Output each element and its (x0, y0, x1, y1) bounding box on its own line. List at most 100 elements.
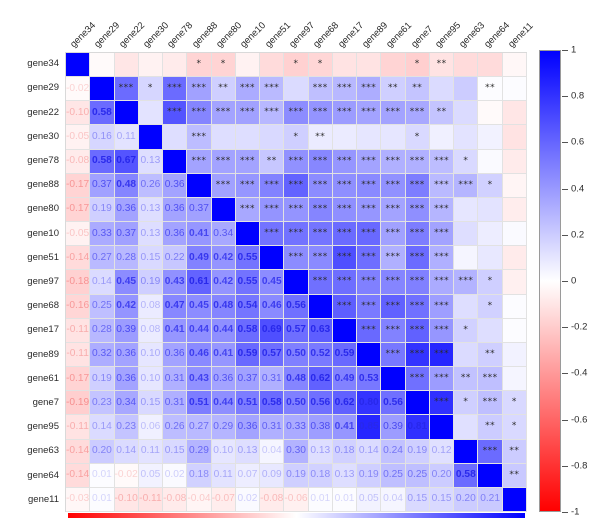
significance-stars: *** (312, 83, 328, 94)
cell-value: -0.17 (66, 179, 90, 191)
matrix-cell-gene89-gene88: 0.46 (187, 342, 212, 368)
cell-value: 0.46 (261, 300, 282, 312)
cell-value: -0.02 (114, 469, 138, 481)
colorbar: 1 0.8 0.6 0.4 0.2 0 -0.2 -0.4 -0.6 -0.8 -1 (539, 45, 587, 518)
significance-stars: * (196, 59, 202, 70)
matrix-cell-gene61-gene78: 0.31 (163, 367, 188, 392)
matrix-cell-gene29-gene61: ** (381, 77, 406, 102)
significance-stars: ** (509, 445, 520, 456)
colorbar-tick (562, 373, 568, 375)
matrix-cell-gene80-gene63 (454, 197, 479, 223)
row-label-gene34: gene34 (27, 58, 59, 70)
matrix-cell-gene68-gene22: 0.42 (114, 294, 139, 319)
matrix-cell-gene11-gene11: 1.00 (502, 487, 527, 512)
matrix-cell-gene7-gene89: 0.80 (357, 391, 382, 416)
matrix-cell-gene80-gene30: 0.13 (138, 197, 164, 223)
significance-stars: *** (361, 83, 377, 94)
significance-stars: *** (385, 228, 401, 239)
matrix-cell-gene11-gene22: -0.10 (114, 487, 139, 512)
matrix-cell-gene89-gene30: 0.10 (138, 342, 164, 368)
cell-value: 0.31 (261, 372, 282, 384)
cell-value: -0.17 (66, 203, 90, 215)
column-axis-labels: gene34 gene29 gene22 gene30 gene78 gene88 gene… (65, 0, 535, 52)
significance-stars: *** (482, 397, 498, 408)
matrix-cell-gene7-gene22: 0.34 (114, 391, 139, 416)
matrix-cell-gene29-gene89: *** (357, 77, 382, 102)
matrix-cell-gene17-gene63: * (454, 318, 479, 343)
matrix-cell-gene95-gene10: 0.36 (235, 415, 261, 440)
significance-stars: *** (409, 276, 425, 287)
cell-value: -0.05 (66, 130, 90, 142)
matrix-cell-gene88-gene29: 0.37 (90, 173, 115, 198)
matrix-cell-gene17-gene30: 0.08 (138, 318, 164, 343)
matrix-cell-gene7-gene88: 0.51 (187, 391, 212, 416)
correlation-matrix-grid: 1.00 * * * * * ** -0.02 1.00 *** * *** *** ** *** *** **… (65, 52, 527, 512)
cell-value: 0.01 (91, 493, 112, 505)
significance-stars: *** (312, 252, 328, 263)
matrix-cell-gene17-gene10: 0.58 (235, 318, 261, 343)
matrix-cell-gene29-gene7: ** (405, 77, 430, 102)
colorbar-tick (562, 188, 568, 190)
column-label-gene63: gene63 (457, 20, 488, 50)
matrix-cell-gene30-gene88: *** (187, 125, 212, 150)
matrix-cell-gene11-gene89: 0.05 (357, 487, 382, 512)
matrix-cell-gene78-gene61: *** (381, 149, 406, 174)
matrix-cell-gene89-gene17: 0.59 (332, 342, 358, 368)
cell-value: 0.34 (116, 396, 137, 408)
significance-stars: *** (385, 204, 401, 215)
matrix-cell-gene30-gene63 (454, 125, 479, 150)
significance-stars: *** (434, 252, 450, 263)
matrix-cell-gene80-gene51: *** (260, 197, 285, 223)
matrix-cell-gene63-gene97: 0.30 (284, 439, 309, 464)
matrix-cell-gene22-gene17: *** (332, 101, 358, 126)
significance-stars: *** (482, 373, 498, 384)
matrix-cell-gene10-gene68: *** (308, 222, 333, 247)
cell-value: 0.01 (91, 469, 112, 481)
matrix-cell-gene22-gene7: *** (405, 101, 430, 126)
matrix-cell-gene97-gene10: 0.55 (235, 270, 261, 295)
cell-value: 0.69 (261, 324, 282, 336)
matrix-cell-gene88-gene88: 1.00 (187, 173, 212, 198)
matrix-cell-gene61-gene30: 0.10 (138, 367, 164, 392)
significance-stars: * (487, 300, 493, 311)
significance-stars: *** (239, 83, 255, 94)
matrix-cell-gene22-gene30 (138, 101, 164, 126)
column-label-gene10: gene10 (238, 20, 269, 50)
significance-stars: *** (434, 179, 450, 190)
matrix-cell-gene88-gene34: -0.17 (66, 173, 91, 198)
row-label-gene64: gene64 (27, 469, 59, 481)
matrix-cell-gene78-gene80: *** (211, 149, 236, 174)
cell-value: 0.37 (91, 179, 112, 191)
cell-value: 0.80 (358, 396, 379, 408)
significance-stars: *** (288, 179, 304, 190)
matrix-cell-gene63-gene88: 0.29 (187, 439, 212, 464)
row-label-gene95: gene95 (27, 421, 59, 433)
matrix-cell-gene7-gene30: 0.15 (138, 391, 164, 416)
matrix-cell-gene95-gene22: 0.23 (114, 415, 139, 440)
matrix-cell-gene88-gene7: *** (405, 173, 430, 198)
cell-value: 1.00 (480, 469, 501, 481)
matrix-cell-gene30-gene61 (381, 125, 406, 150)
significance-stars: *** (409, 252, 425, 263)
matrix-cell-gene95-gene97: 0.33 (284, 415, 309, 440)
matrix-cell-gene64-gene51: 0.09 (260, 463, 285, 488)
colorbar-tick-label: 0.4 (571, 183, 585, 195)
colorbar-tick (562, 465, 568, 467)
matrix-cell-gene63-gene51: 0.04 (260, 439, 285, 464)
significance-stars: *** (337, 179, 353, 190)
cell-value: 1.00 (261, 251, 282, 263)
cell-value: 1.00 (189, 179, 209, 191)
matrix-cell-gene61-gene64: *** (478, 367, 503, 392)
matrix-cell-gene97-gene11 (502, 270, 527, 295)
matrix-cell-gene63-gene29: 0.20 (90, 439, 115, 464)
matrix-cell-gene95-gene29: 0.14 (90, 415, 115, 440)
matrix-cell-gene80-gene64 (478, 197, 503, 223)
significance-stars: * (511, 397, 517, 408)
matrix-cell-gene68-gene64: * (478, 294, 503, 319)
cell-value: 0.50 (286, 348, 306, 360)
matrix-cell-gene78-gene17: *** (332, 149, 358, 174)
matrix-cell-gene30-gene22: 0.11 (114, 125, 139, 150)
matrix-cell-gene11-gene64: 0.21 (478, 487, 503, 512)
cell-value: 0.15 (407, 493, 428, 505)
cell-value: 0.62 (334, 396, 355, 408)
